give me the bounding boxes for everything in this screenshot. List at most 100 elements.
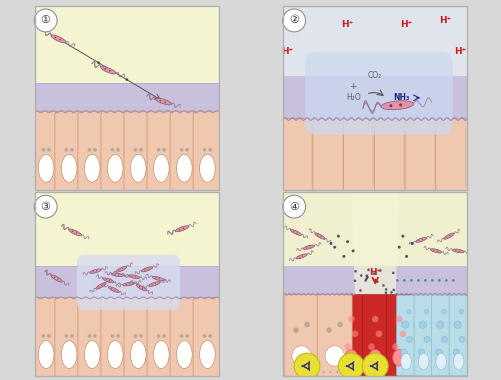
Circle shape: [139, 148, 143, 152]
FancyBboxPatch shape: [147, 298, 175, 380]
Circle shape: [298, 256, 299, 258]
Circle shape: [432, 250, 433, 251]
FancyBboxPatch shape: [305, 52, 452, 135]
Circle shape: [282, 9, 305, 32]
Circle shape: [401, 321, 408, 328]
Circle shape: [178, 229, 180, 230]
Circle shape: [156, 334, 160, 338]
Ellipse shape: [90, 269, 101, 273]
Circle shape: [365, 274, 367, 277]
Circle shape: [158, 278, 159, 279]
Circle shape: [375, 280, 378, 283]
Bar: [35, 299, 218, 376]
Circle shape: [326, 327, 331, 333]
FancyBboxPatch shape: [386, 294, 411, 376]
Ellipse shape: [61, 340, 77, 369]
Circle shape: [452, 349, 459, 356]
Bar: [35, 83, 218, 112]
Circle shape: [147, 268, 148, 269]
Circle shape: [359, 274, 362, 277]
Ellipse shape: [107, 154, 123, 182]
Circle shape: [423, 309, 428, 314]
Circle shape: [114, 274, 116, 275]
Circle shape: [435, 349, 441, 356]
Circle shape: [109, 70, 110, 71]
Circle shape: [430, 279, 433, 282]
Circle shape: [445, 237, 446, 238]
Circle shape: [401, 235, 404, 238]
Ellipse shape: [116, 266, 126, 272]
Circle shape: [342, 255, 345, 258]
Ellipse shape: [435, 353, 445, 370]
Circle shape: [159, 100, 161, 101]
Circle shape: [444, 279, 447, 282]
Circle shape: [104, 68, 106, 70]
Ellipse shape: [415, 238, 426, 242]
Text: ③: ③: [41, 202, 51, 212]
Ellipse shape: [38, 154, 54, 182]
Circle shape: [109, 280, 110, 281]
Circle shape: [343, 371, 344, 373]
Circle shape: [354, 270, 356, 272]
Circle shape: [293, 231, 294, 232]
Circle shape: [454, 250, 455, 251]
Ellipse shape: [103, 278, 114, 283]
Ellipse shape: [400, 353, 410, 370]
Ellipse shape: [417, 353, 428, 370]
Bar: [283, 6, 466, 76]
Polygon shape: [351, 192, 398, 295]
Circle shape: [47, 148, 51, 152]
Ellipse shape: [107, 340, 123, 369]
FancyBboxPatch shape: [362, 294, 387, 376]
Circle shape: [336, 371, 338, 373]
Circle shape: [391, 344, 398, 350]
Circle shape: [448, 235, 450, 236]
Circle shape: [367, 269, 369, 271]
Circle shape: [57, 279, 58, 280]
Bar: [283, 266, 466, 295]
Circle shape: [70, 334, 74, 338]
Circle shape: [185, 148, 188, 152]
Circle shape: [404, 255, 407, 258]
Circle shape: [110, 334, 114, 338]
Ellipse shape: [314, 233, 325, 239]
Circle shape: [364, 277, 367, 280]
Circle shape: [156, 148, 160, 152]
Circle shape: [125, 78, 128, 81]
Circle shape: [338, 353, 363, 379]
Bar: [283, 192, 466, 266]
Circle shape: [344, 344, 350, 350]
Circle shape: [76, 233, 77, 234]
Circle shape: [151, 284, 152, 285]
Circle shape: [139, 334, 143, 338]
Circle shape: [423, 279, 426, 282]
Circle shape: [42, 334, 45, 338]
Circle shape: [337, 322, 342, 327]
Ellipse shape: [61, 154, 77, 182]
Ellipse shape: [141, 267, 152, 272]
Text: ④: ④: [289, 202, 299, 212]
Circle shape: [366, 276, 368, 279]
Circle shape: [162, 334, 166, 338]
Text: H⁺: H⁺: [341, 20, 353, 28]
Text: H⁺: H⁺: [438, 16, 450, 25]
Circle shape: [395, 279, 398, 282]
Ellipse shape: [84, 154, 100, 182]
Circle shape: [185, 334, 188, 338]
Circle shape: [351, 331, 358, 337]
Circle shape: [349, 371, 351, 373]
Ellipse shape: [148, 282, 160, 287]
Text: NH₃: NH₃: [393, 93, 409, 102]
FancyBboxPatch shape: [55, 111, 83, 194]
Ellipse shape: [84, 340, 100, 369]
FancyBboxPatch shape: [78, 111, 106, 194]
Circle shape: [436, 321, 443, 328]
Circle shape: [306, 247, 307, 249]
Circle shape: [329, 371, 331, 373]
FancyBboxPatch shape: [343, 119, 375, 193]
Ellipse shape: [392, 350, 405, 366]
FancyBboxPatch shape: [78, 298, 106, 380]
Ellipse shape: [176, 340, 192, 369]
FancyBboxPatch shape: [435, 119, 467, 193]
Circle shape: [133, 334, 137, 338]
